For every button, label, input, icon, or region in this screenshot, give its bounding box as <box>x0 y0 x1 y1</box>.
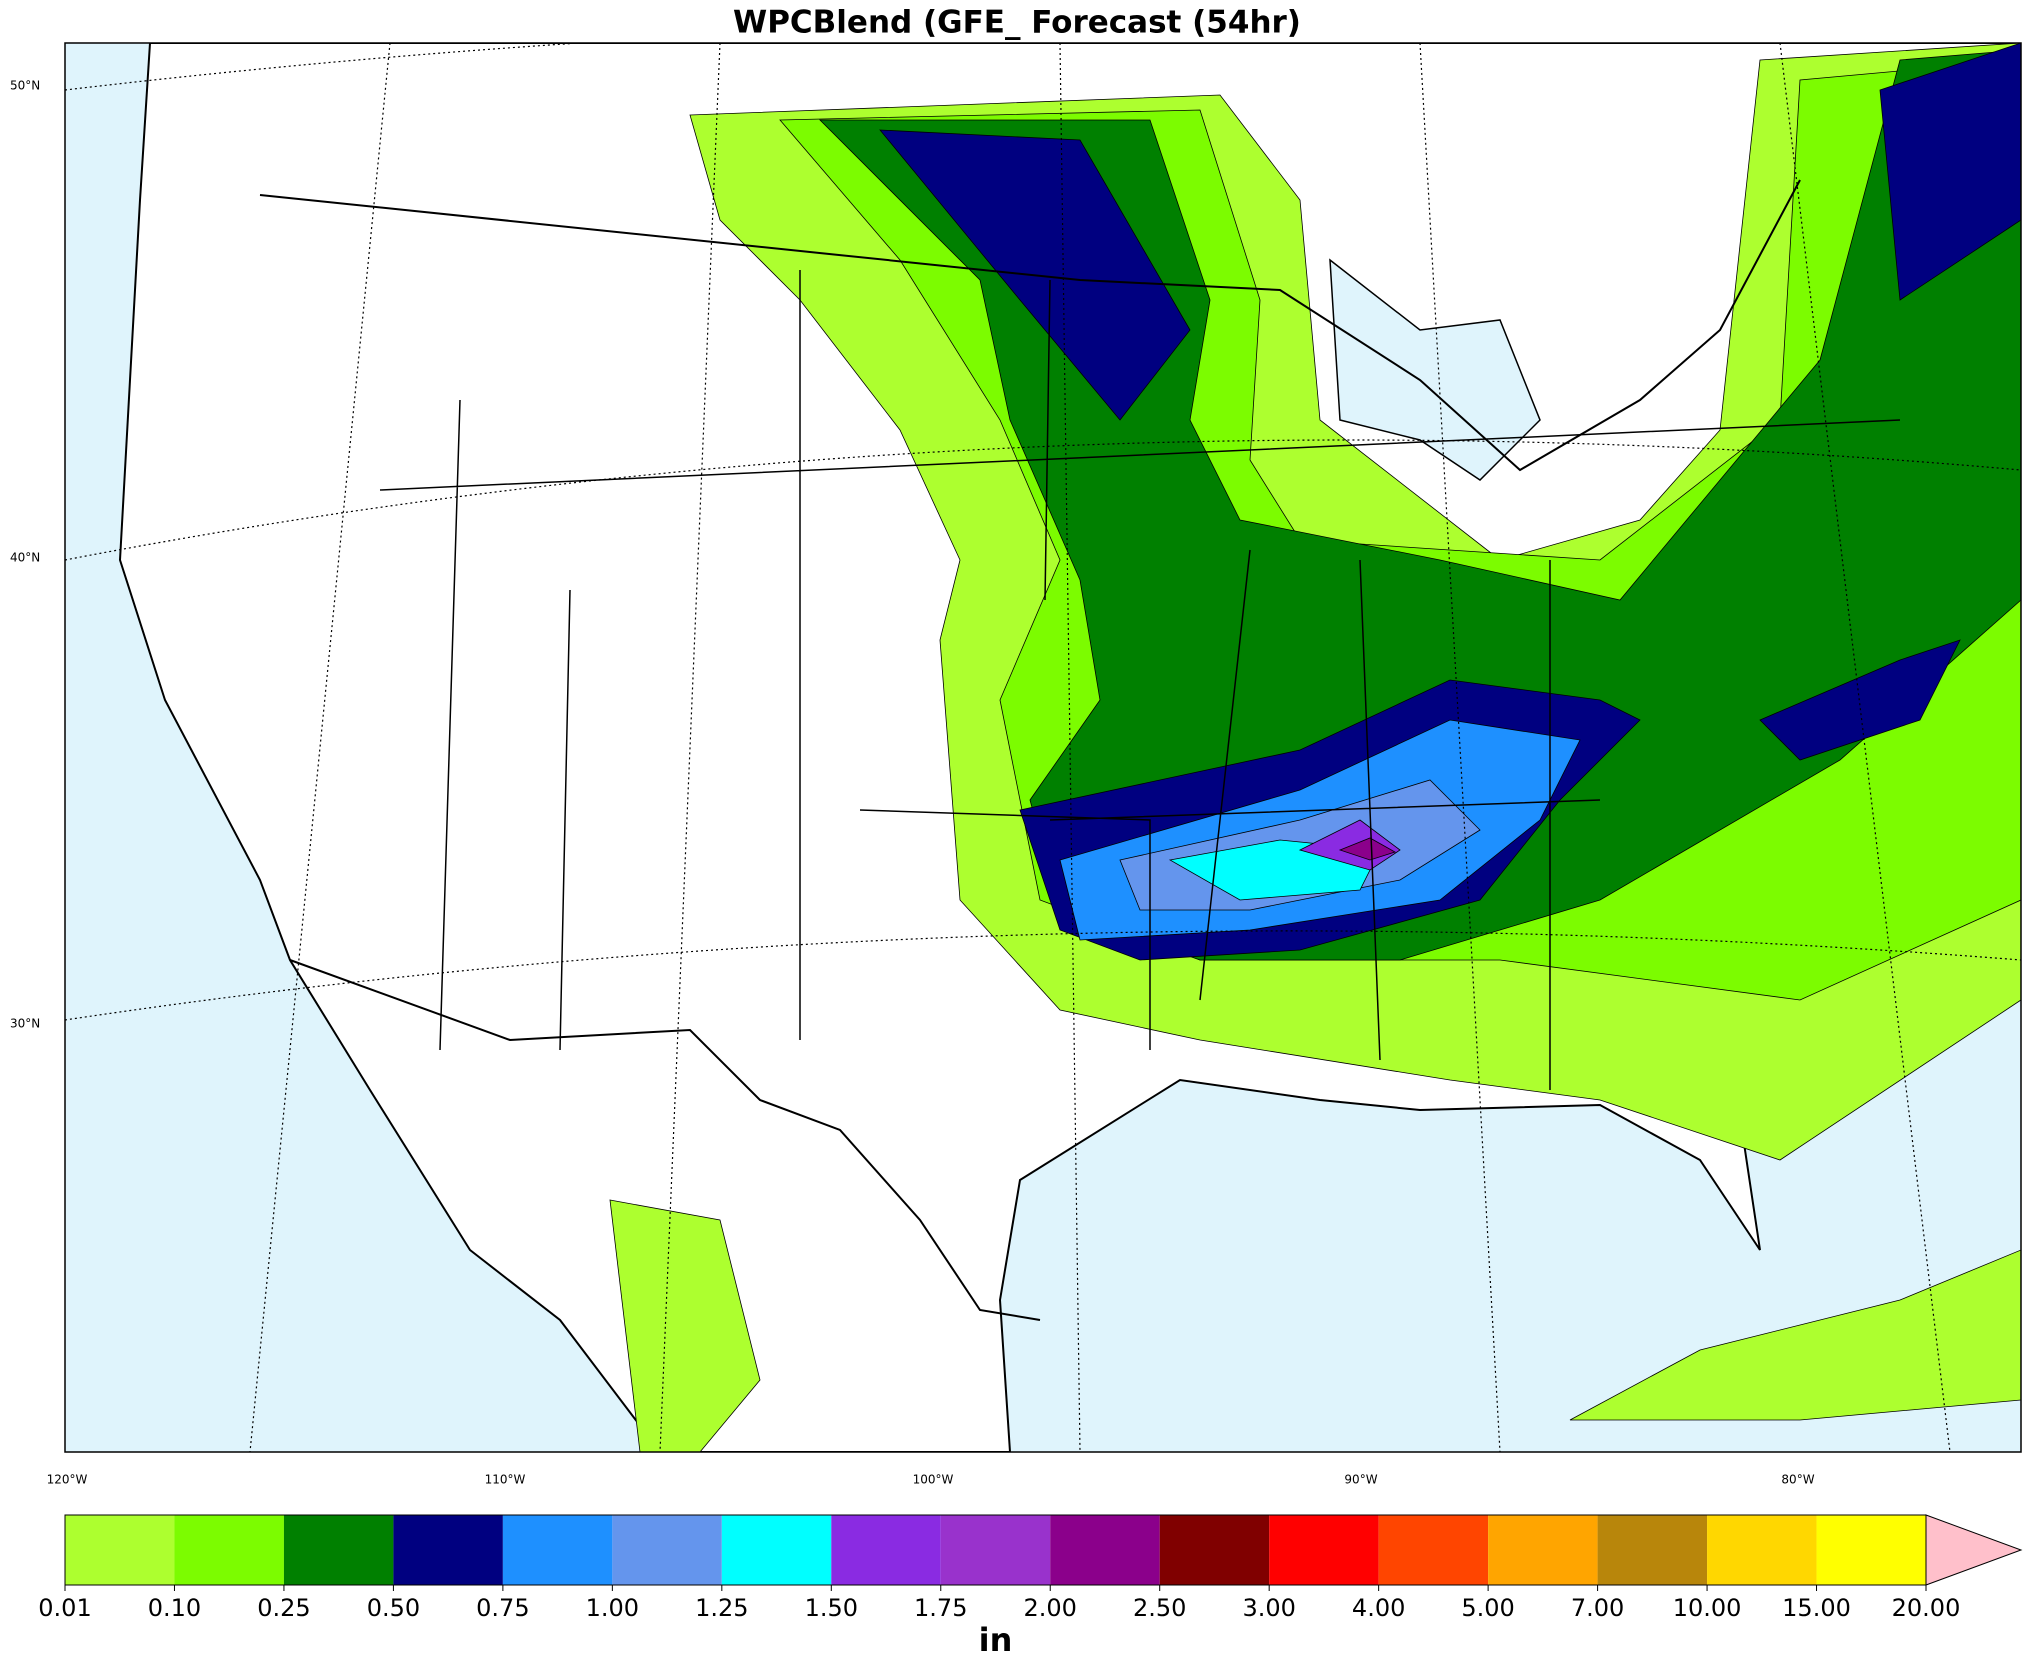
border <box>289 959 1041 1321</box>
border <box>259 179 1801 472</box>
state-borders <box>379 270 1901 1090</box>
colorbar-label: 1.75 <box>914 1594 967 1622</box>
colorbar-label: 2.00 <box>1024 1594 1077 1622</box>
colorbar-label: 1.25 <box>695 1594 748 1622</box>
colorbar-box <box>831 1515 941 1585</box>
precip-area <box>1879 43 2021 301</box>
precipitation <box>609 43 2021 1452</box>
graticule <box>65 43 2021 1452</box>
map <box>65 43 2021 1452</box>
lat-label: 30°N <box>10 1017 40 1031</box>
colorbar-box <box>1816 1515 1926 1585</box>
colorbar-box <box>1050 1515 1160 1585</box>
colorbar-box <box>1378 1515 1489 1585</box>
colorbar-box <box>1159 1515 1270 1585</box>
colorbar-box <box>283 1515 394 1585</box>
colorbar-box <box>65 1515 175 1585</box>
title: WPCBlend (GFE_ Forecast (54hr) <box>733 5 1301 41</box>
lon-label: 110°W <box>485 1473 526 1487</box>
colorbar-box <box>1269 1515 1379 1585</box>
colorbar-label: 15.00 <box>1782 1594 1851 1622</box>
colorbar-box <box>502 1515 613 1585</box>
precip-area <box>609 1199 761 1452</box>
precip-area <box>1759 639 1961 761</box>
colorbar-label: 0.10 <box>148 1594 201 1622</box>
lat-label: 50°N <box>10 79 40 93</box>
lon-label: 80°W <box>1781 1473 1814 1487</box>
colorbar-label: 3.00 <box>1242 1594 1295 1622</box>
precip-area <box>1338 837 1396 861</box>
colorbar-label: 0.75 <box>476 1594 529 1622</box>
colorbar-label: 4.00 <box>1352 1594 1405 1622</box>
great-lakes <box>1329 258 1541 481</box>
colorbar-box <box>721 1515 832 1585</box>
colorbar-label: 0.25 <box>257 1594 310 1622</box>
colorbar-unit: in <box>979 1621 1013 1659</box>
colorbar-label: 7.00 <box>1571 1594 1624 1622</box>
colorbar-label: 10.00 <box>1673 1594 1742 1622</box>
lon-label: 120°W <box>47 1473 88 1487</box>
precip-area <box>1569 1249 2021 1421</box>
lon-label: 90°W <box>1344 1473 1377 1487</box>
colorbar-box <box>1597 1515 1708 1585</box>
colorbar-frame <box>64 1514 1927 1586</box>
colorbar-label: 20.00 <box>1892 1594 1961 1622</box>
colorbar-label: 1.00 <box>586 1594 639 1622</box>
colorbar-box <box>1707 1515 1817 1585</box>
colorbar-label: 2.50 <box>1133 1594 1186 1622</box>
lon-label: 100°W <box>913 1473 954 1487</box>
colorbar-extension <box>1925 1514 2023 1586</box>
lat-label: 40°N <box>10 551 40 565</box>
colorbar-label: 5.00 <box>1461 1594 1514 1622</box>
colorbar-box <box>174 1515 284 1585</box>
colorbar-box <box>393 1515 503 1585</box>
colorbar-box <box>940 1515 1051 1585</box>
colorbar-label: 0.01 <box>38 1594 91 1622</box>
colorbar-label: 0.50 <box>367 1594 420 1622</box>
colorbar-box <box>612 1515 722 1585</box>
colorbar-box <box>1488 1515 1598 1585</box>
map-frame <box>64 42 2022 1453</box>
colorbar-label: 1.50 <box>805 1594 858 1622</box>
